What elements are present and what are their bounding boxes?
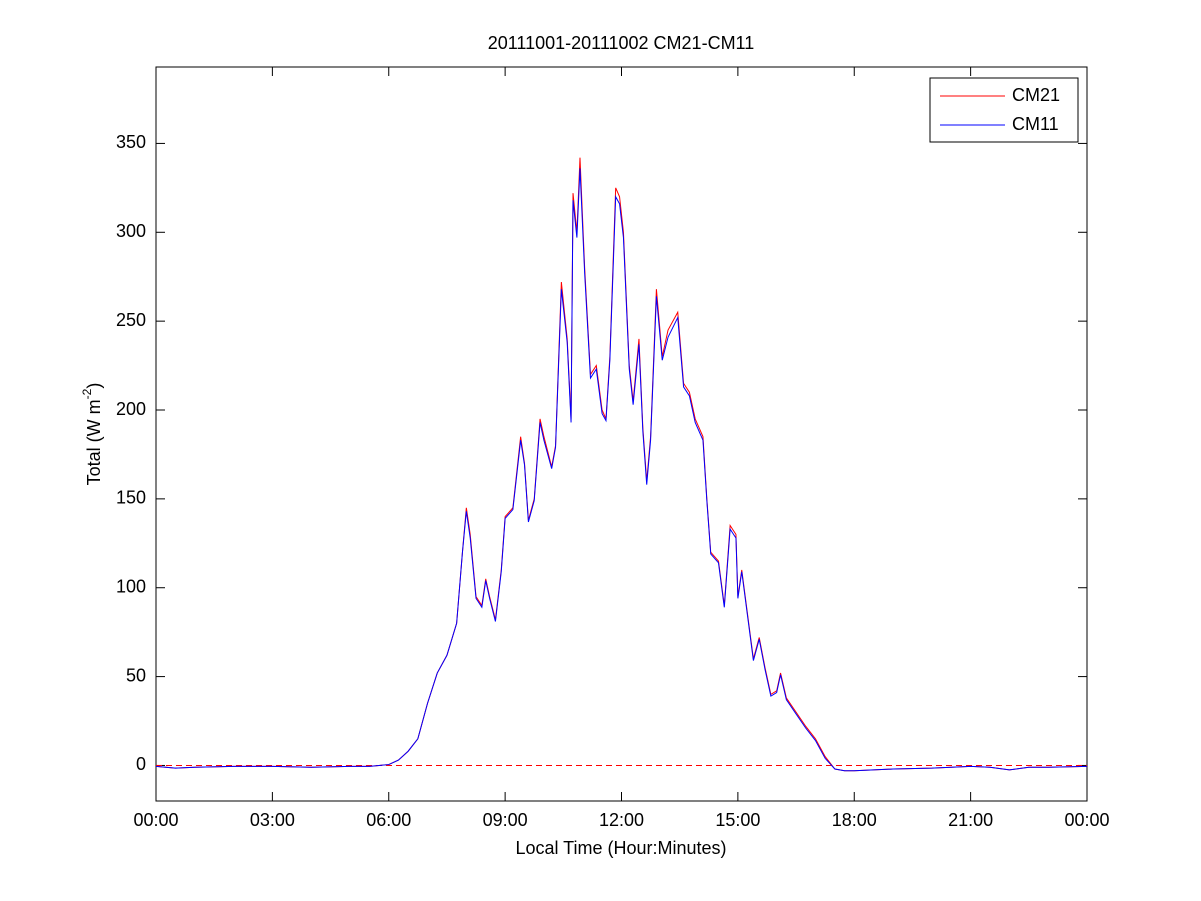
y-tick-label: 200 (116, 399, 146, 419)
legend-label: CM11 (1012, 114, 1059, 134)
y-axis-label: Total (W m-2) (80, 383, 104, 486)
series-line (155, 168, 1088, 772)
y-axis-label-sup: -2 (80, 388, 94, 399)
y-tick-label: 0 (136, 754, 146, 774)
y-tick-label: 50 (126, 665, 146, 685)
x-tick-label: 21:00 (948, 810, 993, 830)
legend-label: CM21 (1012, 85, 1060, 105)
x-tick-label: 12:00 (599, 810, 644, 830)
x-tick-label: 15:00 (715, 810, 760, 830)
x-tick-label: 09:00 (483, 810, 528, 830)
y-tick-label: 150 (116, 488, 146, 508)
x-tick-label: 00:00 (133, 810, 178, 830)
x-tick-label: 06:00 (366, 810, 411, 830)
legend-box (929, 77, 1079, 143)
x-tick-label: 00:00 (1064, 810, 1109, 830)
y-tick-label: 300 (116, 221, 146, 241)
x-tick-label: 03:00 (250, 810, 295, 830)
y-tick-label: 100 (116, 576, 146, 596)
x-axis-label: Local Time (Hour:Minutes) (515, 838, 726, 858)
y-tick-label: 250 (116, 310, 146, 330)
y-axis-label-end: ) (84, 383, 104, 389)
y-tick-label: 350 (116, 132, 146, 152)
plot-area (155, 66, 1088, 802)
chart-title: 20111001-20111002 CM21-CM11 (488, 33, 755, 53)
x-tick-label: 18:00 (832, 810, 877, 830)
y-axis-label-main: Total (W m (84, 399, 104, 485)
